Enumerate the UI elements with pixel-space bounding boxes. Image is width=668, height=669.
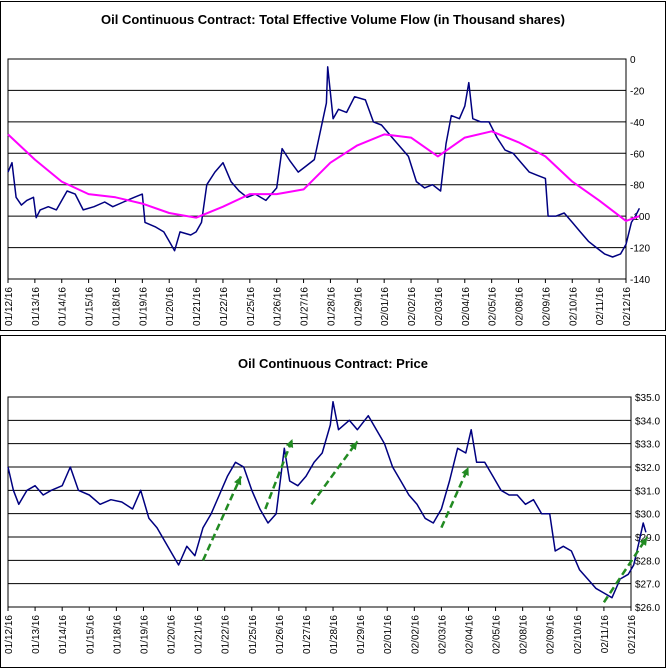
series-line: [7, 66, 641, 258]
x-tick-label: 01/26/16: [275, 615, 286, 654]
trend-arrow: [440, 466, 470, 529]
x-tick-label: 01/15/16: [85, 615, 96, 654]
x-tick-label: 01/14/16: [58, 615, 69, 654]
y-tick-label: -40: [630, 118, 645, 129]
trend-arrow: [201, 475, 243, 561]
price-chart-title: Oil Continuous Contract: Price: [238, 356, 428, 371]
x-tick-label: 01/18/16: [111, 287, 122, 326]
x-tick-label: 02/02/16: [407, 287, 418, 326]
x-tick-label: 01/19/16: [138, 287, 149, 326]
x-tick-label: 02/09/16: [546, 615, 557, 654]
volume-flow-chart-title: Oil Continuous Contract: Total Effective…: [101, 12, 565, 27]
trend-arrow-head: [349, 441, 358, 451]
x-tick-label: 02/03/16: [434, 287, 445, 326]
x-tick-label: 02/11/16: [595, 287, 606, 326]
x-tick-label: 01/25/16: [246, 287, 257, 326]
volume-flow-chart-panel: Oil Continuous Contract: Total Effective…: [0, 1, 666, 331]
moving-average-line: [7, 130, 640, 222]
trend-arrow: [602, 536, 649, 604]
x-tick-label: 02/08/16: [515, 287, 526, 326]
x-tick-label: 02/05/16: [492, 615, 503, 654]
x-tick-label: 01/14/16: [58, 287, 69, 326]
x-tick-label: 02/10/16: [568, 287, 579, 326]
x-tick-label: 01/19/16: [139, 615, 150, 654]
y-tick-label: $28.0: [635, 556, 660, 567]
trend-arrow-head: [285, 439, 294, 448]
x-tick-label: 02/05/16: [488, 287, 499, 326]
series-line: [7, 400, 647, 599]
y-tick-label: 0: [630, 55, 636, 66]
x-tick-label: 01/12/16: [4, 615, 15, 654]
y-tick-label: -100: [630, 212, 650, 223]
y-tick-label: $33.0: [635, 440, 660, 451]
y-tick-label: -20: [630, 86, 645, 97]
x-tick-label: 01/28/16: [326, 287, 337, 326]
x-tick-label: 02/11/16: [600, 615, 611, 654]
x-tick-label: 02/08/16: [519, 615, 530, 654]
y-tick-label: -80: [630, 181, 645, 192]
x-tick-label: 01/28/16: [329, 615, 340, 654]
y-tick-label: $35.0: [635, 393, 660, 404]
price-chart-panel: Oil Continuous Contract: Price $35.0 $34.…: [0, 335, 666, 668]
x-tick-label: 01/25/16: [248, 615, 259, 654]
trend-arrow: [264, 438, 294, 510]
x-tick-label: 02/04/16: [464, 615, 475, 654]
y-tick-label: -140: [630, 275, 650, 286]
x-tick-label: 01/15/16: [85, 287, 96, 326]
x-tick-label: 01/21/16: [192, 287, 203, 326]
plot-area-border: [7, 396, 632, 608]
x-tick-label: 01/20/16: [165, 287, 176, 326]
y-tick-label: $26.0: [635, 603, 660, 614]
y-tick-label: -60: [630, 149, 645, 160]
price-chart-svg: $35.0$34.0$33.0$32.0$31.0$30.0$29.0$28.0…: [4, 393, 660, 654]
x-tick-label: 01/27/16: [300, 287, 311, 326]
x-tick-label: 01/29/16: [356, 615, 367, 654]
y-tick-label: $34.0: [635, 416, 660, 427]
x-tick-label: 02/01/16: [380, 287, 391, 326]
x-tick-label: 01/21/16: [194, 615, 205, 654]
x-tick-label: 01/26/16: [273, 287, 284, 326]
y-tick-label: $30.0: [635, 510, 660, 521]
y-tick-label: $31.0: [635, 486, 660, 497]
y-tick-label: $32.0: [635, 463, 660, 474]
trend-arrow-head: [461, 467, 469, 476]
x-tick-label: 02/02/16: [410, 615, 421, 654]
x-tick-label: 02/03/16: [437, 615, 448, 654]
x-tick-label: 01/22/16: [219, 287, 230, 326]
x-tick-label: 01/22/16: [221, 615, 232, 654]
x-tick-label: 01/18/16: [112, 615, 123, 654]
x-tick-label: 01/13/16: [31, 615, 42, 654]
x-tick-label: 01/20/16: [167, 615, 178, 654]
x-tick-label: 01/27/16: [302, 615, 313, 654]
y-tick-label: $27.0: [635, 580, 660, 591]
y-tick-label: -120: [630, 244, 650, 255]
x-tick-label: 02/09/16: [541, 287, 552, 326]
x-tick-label: 02/12/16: [622, 287, 633, 326]
x-tick-label: 02/01/16: [383, 615, 394, 654]
x-tick-label: 01/12/16: [4, 287, 15, 326]
x-tick-label: 01/29/16: [353, 287, 364, 326]
x-tick-label: 01/13/16: [31, 287, 42, 326]
trend-arrow-head: [639, 537, 648, 546]
x-tick-label: 02/04/16: [461, 287, 472, 326]
x-tick-label: 02/12/16: [627, 615, 638, 654]
volume-flow-chart-svg: 0 -20 -40 -60 -80 -100 -120 -140 01/12/16 01/13/1…: [4, 55, 650, 326]
plot-area-border: [7, 58, 627, 280]
trend-arrow: [310, 440, 359, 506]
trend-arrow-head: [234, 476, 242, 486]
x-tick-label: 02/10/16: [573, 615, 584, 654]
